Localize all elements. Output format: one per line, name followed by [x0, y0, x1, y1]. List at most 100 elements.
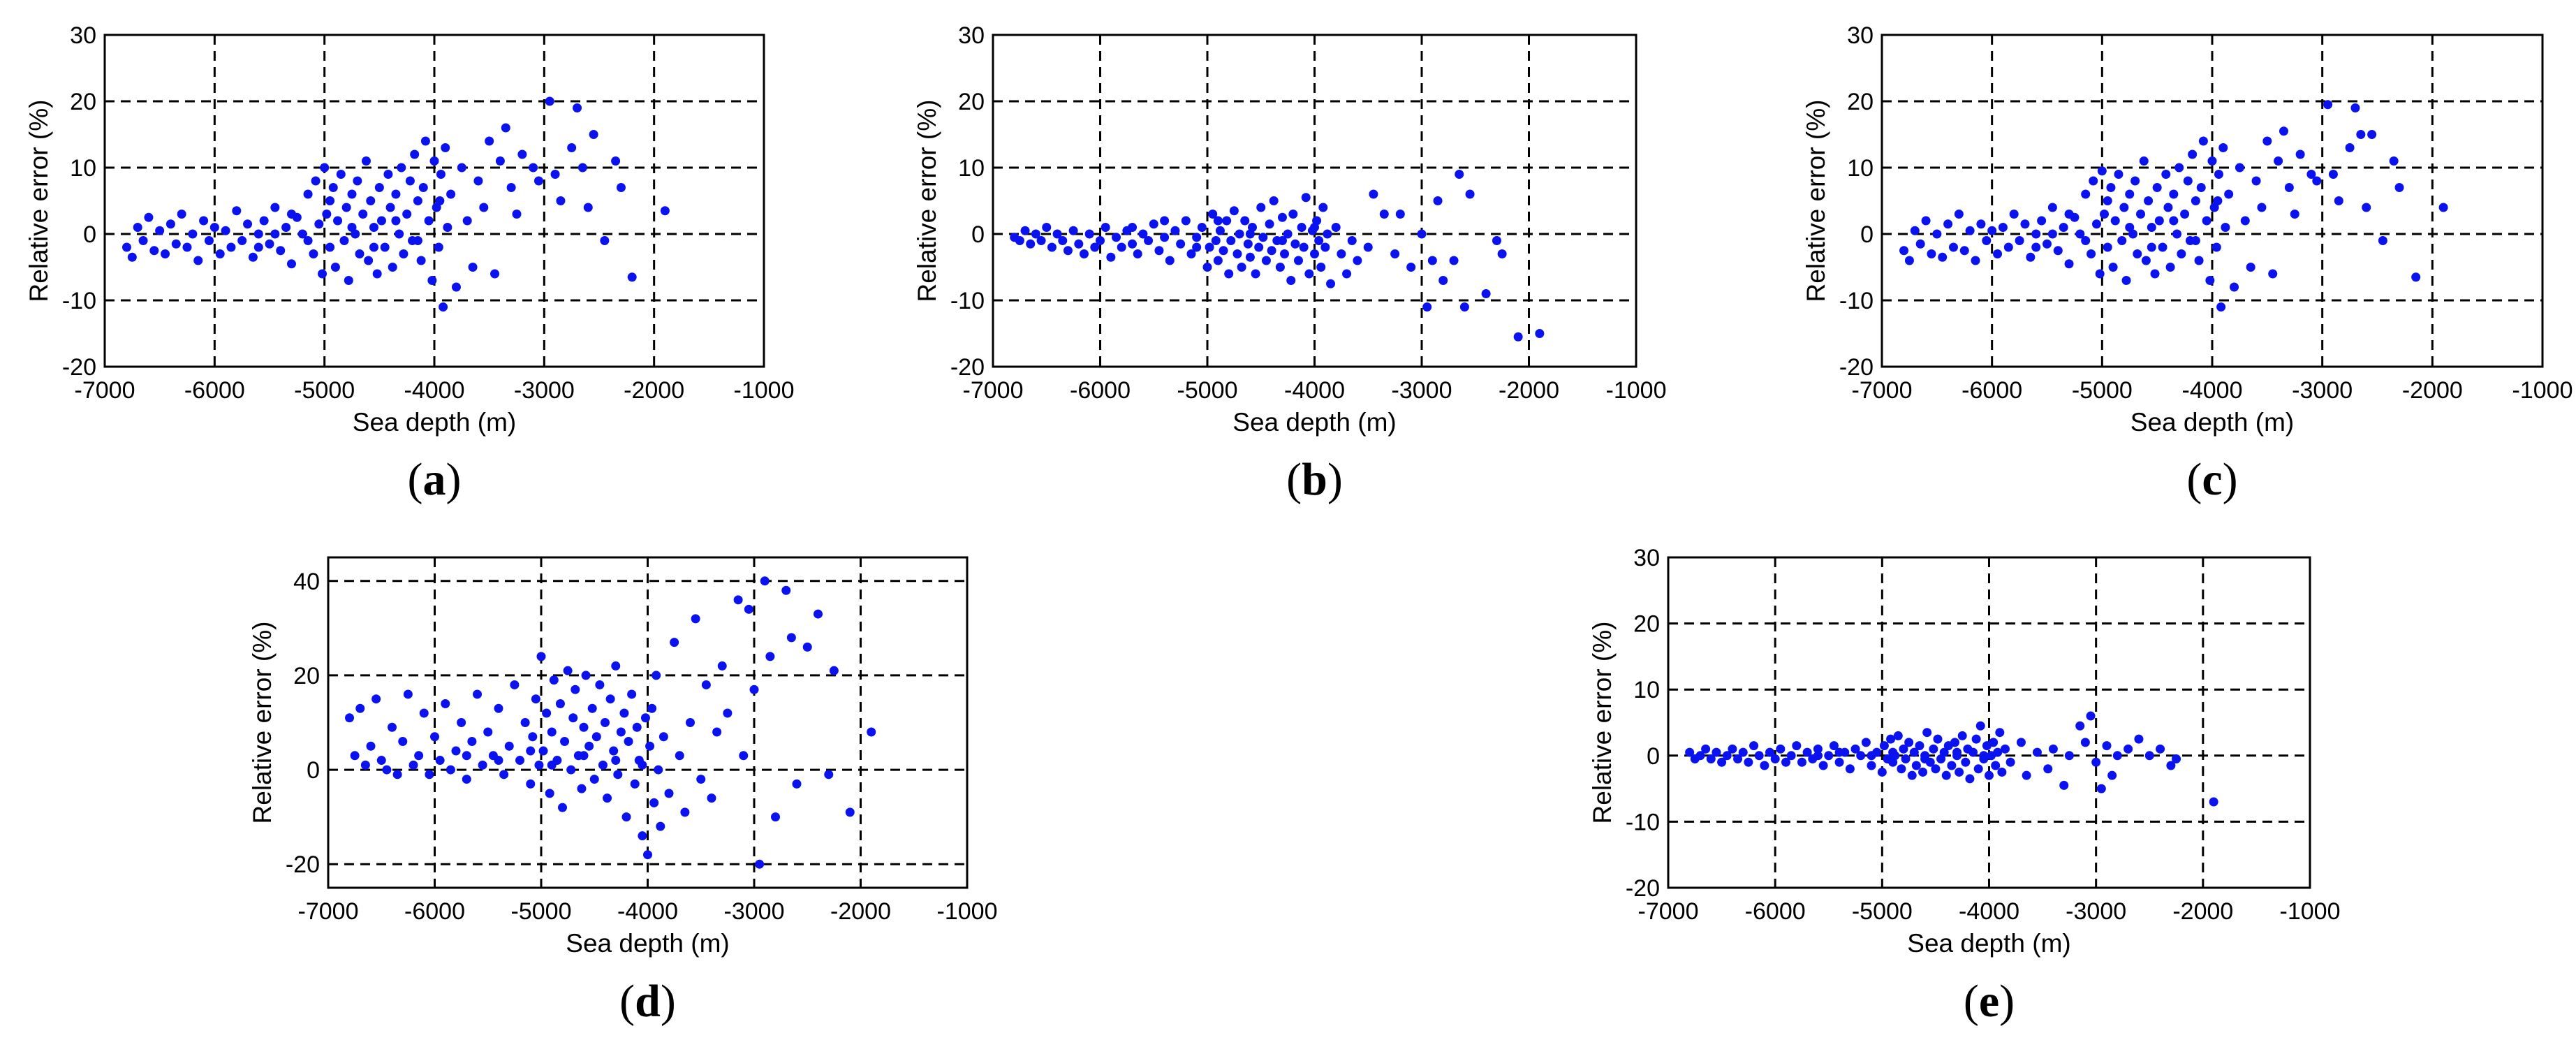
data-point	[538, 746, 548, 756]
data-point	[744, 604, 753, 614]
data-point	[675, 751, 684, 761]
data-point	[1326, 279, 1336, 288]
data-point	[1293, 256, 1303, 265]
data-point	[347, 189, 357, 199]
data-point	[1991, 761, 2001, 770]
y-tick-label: 40	[293, 569, 320, 595]
data-point	[1219, 246, 1228, 256]
data-point	[619, 708, 629, 718]
data-point	[2059, 780, 2069, 790]
data-point	[144, 212, 154, 222]
data-point	[2389, 156, 2399, 166]
data-point	[361, 156, 371, 166]
data-point	[1922, 728, 1932, 738]
data-point	[1781, 757, 1790, 767]
y-axis-title: Relative error (%)	[913, 100, 941, 302]
data-point	[1893, 731, 1903, 740]
data-point	[1395, 210, 1405, 219]
data-point	[680, 807, 690, 817]
data-point	[424, 216, 434, 226]
data-point	[1197, 223, 1207, 232]
data-point	[439, 302, 448, 312]
data-point	[1685, 747, 1695, 757]
data-point	[221, 226, 230, 235]
data-point	[427, 276, 437, 285]
plot-frame	[1667, 556, 2311, 889]
data-point	[755, 859, 765, 869]
data-point	[1036, 236, 1046, 245]
data-point	[330, 263, 340, 272]
chart-panel-b: -7000 -6000 -5000 -4000 -3000 -2000 -1000 -20 -1…	[913, 22, 1666, 505]
data-point	[2211, 242, 2221, 252]
data-point	[638, 760, 647, 770]
data-point	[2163, 203, 2173, 212]
data-point	[1297, 223, 1307, 232]
data-point	[1939, 747, 1949, 757]
y-tick-label: 10	[958, 155, 985, 182]
y-tick-label: -20	[1839, 354, 1874, 381]
data-point	[504, 741, 514, 751]
chart-panel-c: -7000 -6000 -5000 -4000 -3000 -2000 -1000 -20 -1…	[1802, 22, 2573, 505]
data-point	[1245, 229, 1255, 239]
data-point	[1205, 242, 1214, 252]
data-point	[248, 252, 258, 262]
data-point	[1931, 764, 1941, 774]
data-point	[1957, 731, 1967, 740]
data-point	[829, 666, 839, 675]
y-tick-label: 30	[1847, 22, 1874, 49]
data-point	[2362, 203, 2371, 212]
data-point	[2152, 183, 2162, 192]
data-point	[490, 269, 500, 279]
data-point	[616, 727, 626, 737]
data-point	[2047, 203, 2057, 212]
data-point	[2323, 100, 2333, 110]
data-point	[2172, 229, 2182, 239]
panel-label: (c)	[2186, 454, 2237, 505]
data-point	[1314, 236, 1324, 245]
data-point	[1149, 219, 1158, 229]
data-point	[686, 718, 695, 727]
data-point	[647, 703, 657, 713]
data-point	[547, 760, 557, 770]
data-point	[395, 229, 404, 239]
data-point	[1973, 764, 1983, 774]
x-tick-label: -6000	[404, 898, 465, 925]
data-point	[1886, 734, 1896, 744]
data-point	[1947, 761, 1957, 770]
data-point	[336, 170, 346, 179]
data-point	[1320, 242, 1330, 252]
data-point	[2246, 263, 2255, 272]
x-tick-label: -5000	[2072, 377, 2133, 404]
data-point	[1211, 236, 1221, 245]
data-point	[760, 576, 770, 586]
data-point	[374, 183, 384, 192]
data-point	[1920, 754, 1930, 764]
data-point	[2059, 223, 2068, 232]
data-point	[2191, 196, 2200, 205]
data-point	[526, 746, 536, 756]
data-point	[2064, 751, 2074, 761]
data-point	[1208, 210, 1218, 219]
data-point	[1301, 193, 1311, 203]
data-point	[1792, 741, 1802, 751]
x-tick-label: -5000	[1177, 377, 1238, 404]
data-point	[1084, 229, 1094, 239]
data-point	[2020, 219, 2030, 229]
x-tick-label: -3000	[514, 377, 575, 404]
data-point	[353, 176, 362, 186]
data-point	[436, 170, 446, 179]
data-point	[2108, 263, 2118, 272]
data-point	[1417, 229, 1427, 239]
data-point	[483, 727, 493, 737]
data-point	[2031, 229, 2041, 239]
data-point	[457, 163, 466, 173]
data-point	[568, 713, 578, 723]
x-tick-label: -1000	[2280, 898, 2341, 925]
data-point	[1706, 754, 1716, 764]
data-point	[1170, 226, 1180, 235]
data-point	[2394, 183, 2404, 192]
data-point	[1695, 751, 1705, 761]
data-point	[1222, 216, 1232, 226]
x-tick-label: -6000	[1962, 377, 2022, 404]
data-point	[1993, 747, 2003, 757]
